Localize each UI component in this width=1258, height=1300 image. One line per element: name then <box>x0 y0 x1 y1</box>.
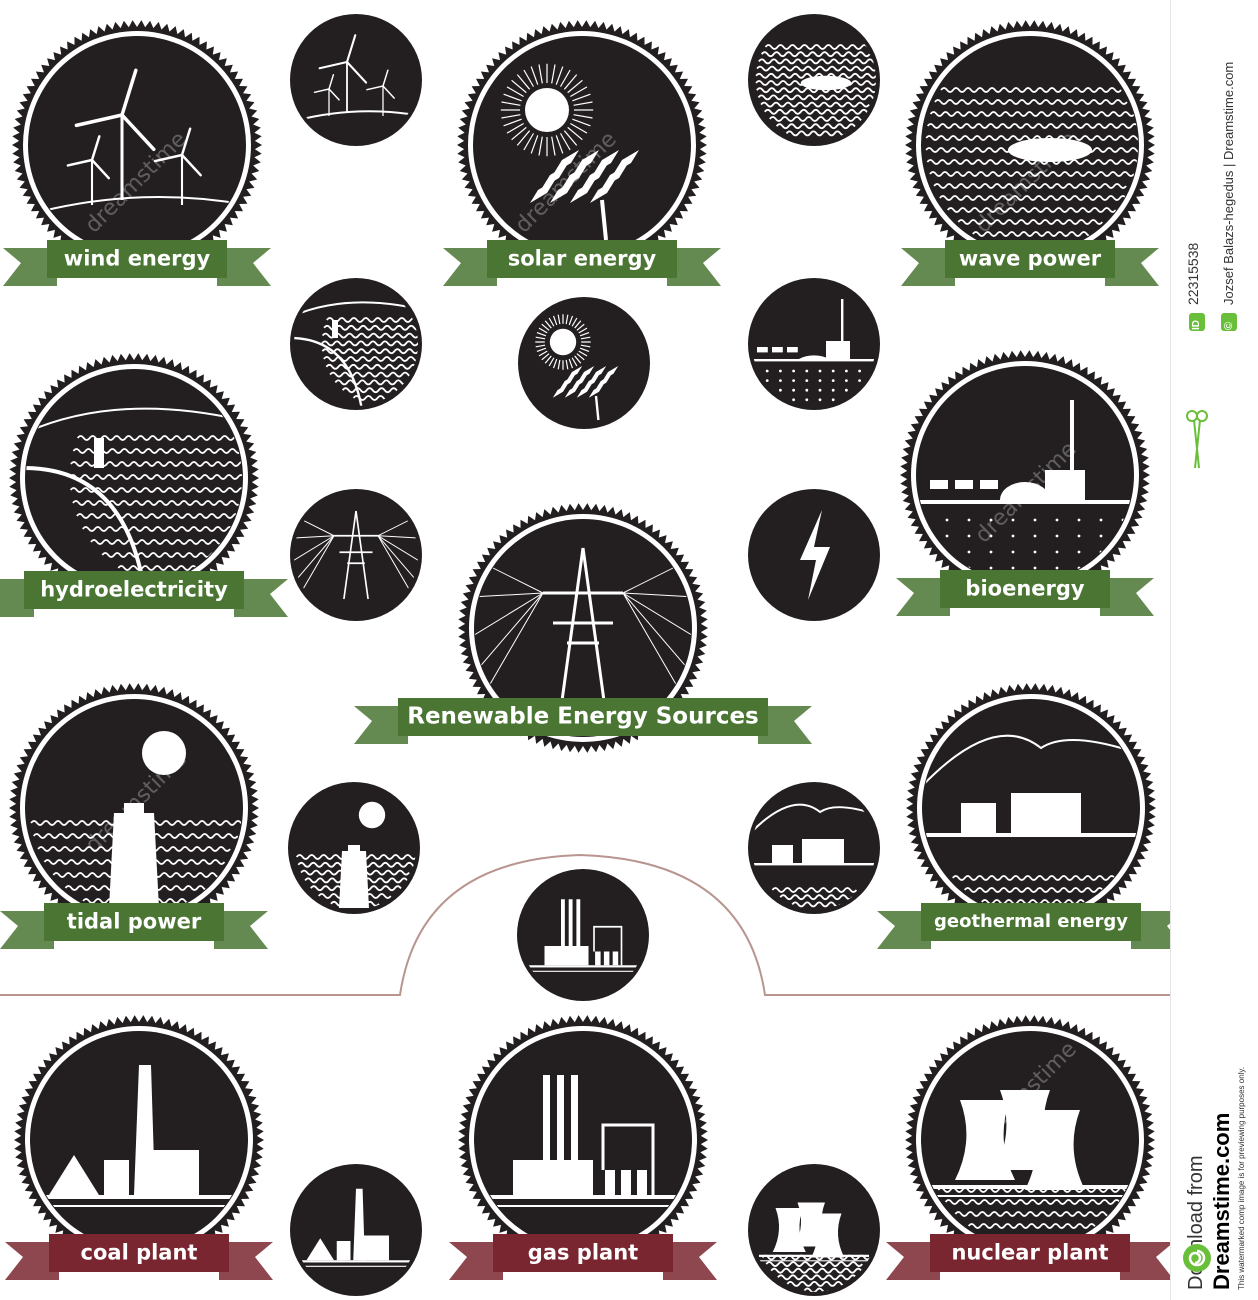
small-badge-hydro <box>290 278 422 410</box>
badge-geo <box>906 683 1156 933</box>
ribbon-coal <box>5 1234 273 1280</box>
badge-label-coal-plant: coal plant <box>80 1240 198 1265</box>
page-title: Renewable Energy Sources <box>407 703 759 730</box>
dreamstime-logo-icon <box>1183 1244 1211 1272</box>
id-badge <box>1189 313 1205 331</box>
ribbon-hydro <box>0 571 288 617</box>
small-badge-pylon <box>290 489 422 621</box>
badge-label-geothermal-energy: geothermal energy <box>933 911 1129 932</box>
ribbon-wave <box>901 240 1159 286</box>
badge-bio <box>900 350 1150 600</box>
badge-solar <box>457 20 707 270</box>
small-badge-coal <box>290 1164 422 1296</box>
small-badge-bio <box>748 278 880 410</box>
badge-tidal <box>9 683 259 933</box>
ribbon-geo <box>877 903 1185 949</box>
preview-note: This watermarked comp image is for previ… <box>1237 1066 1246 1290</box>
id-number: 22315538 <box>1185 242 1201 305</box>
badge-coal <box>14 1015 264 1265</box>
badge-hydro <box>9 353 259 603</box>
badge-central-pylon <box>458 503 708 753</box>
badge-label-bioenergy: bioenergy <box>965 576 1085 601</box>
small-badge-nuclear <box>748 1164 880 1296</box>
site-name: Dreamstime.com <box>1209 1112 1234 1290</box>
small-badge-gas <box>517 869 649 1001</box>
badge-label-wind-energy: wind energy <box>63 246 211 271</box>
badge-label-nuclear-plant: nuclear plant <box>951 1240 1109 1265</box>
ribbon-nuclear <box>886 1234 1174 1280</box>
badge-label-tidal-power: tidal power <box>66 909 202 934</box>
badge-label-gas-plant: gas plant <box>527 1240 639 1265</box>
ribbon-tidal <box>0 903 268 949</box>
id-badge-label: ID <box>1191 320 1202 330</box>
sidebar-strip: ID 22315538 © Jozsef Balazs-hegedus | Dr… <box>1170 0 1258 1300</box>
badge-wave <box>905 20 1155 270</box>
author-credit: Jozsef Balazs-hegedus | Dreamstime.com <box>1221 61 1236 305</box>
small-badge-wind <box>290 14 422 146</box>
badge-label-wave-power: wave power <box>958 246 1102 271</box>
badge-label-solar-energy: solar energy <box>507 246 657 271</box>
badge-label-hydroelectricity: hydroelectricity <box>40 577 228 602</box>
ribbon-title <box>354 698 812 744</box>
small-badge-geo <box>748 782 880 914</box>
small-badge-tidal <box>288 782 420 914</box>
copyright-symbol: © <box>1223 321 1235 330</box>
ribbon-solar <box>443 240 721 286</box>
badge-gas <box>458 1015 708 1265</box>
ribbon-wind <box>3 240 271 286</box>
copyright-badge <box>1221 313 1237 331</box>
ribbon-gas <box>449 1234 717 1280</box>
badge-nuclear <box>905 1015 1155 1265</box>
ribbon-bio <box>896 570 1154 616</box>
divider-line <box>0 853 1170 996</box>
small-badge-solar <box>518 297 650 429</box>
small-badge-wave <box>748 14 880 146</box>
badge-wind <box>12 20 262 270</box>
small-badge-lightning <box>748 489 880 621</box>
scissors-icon <box>1185 408 1209 470</box>
